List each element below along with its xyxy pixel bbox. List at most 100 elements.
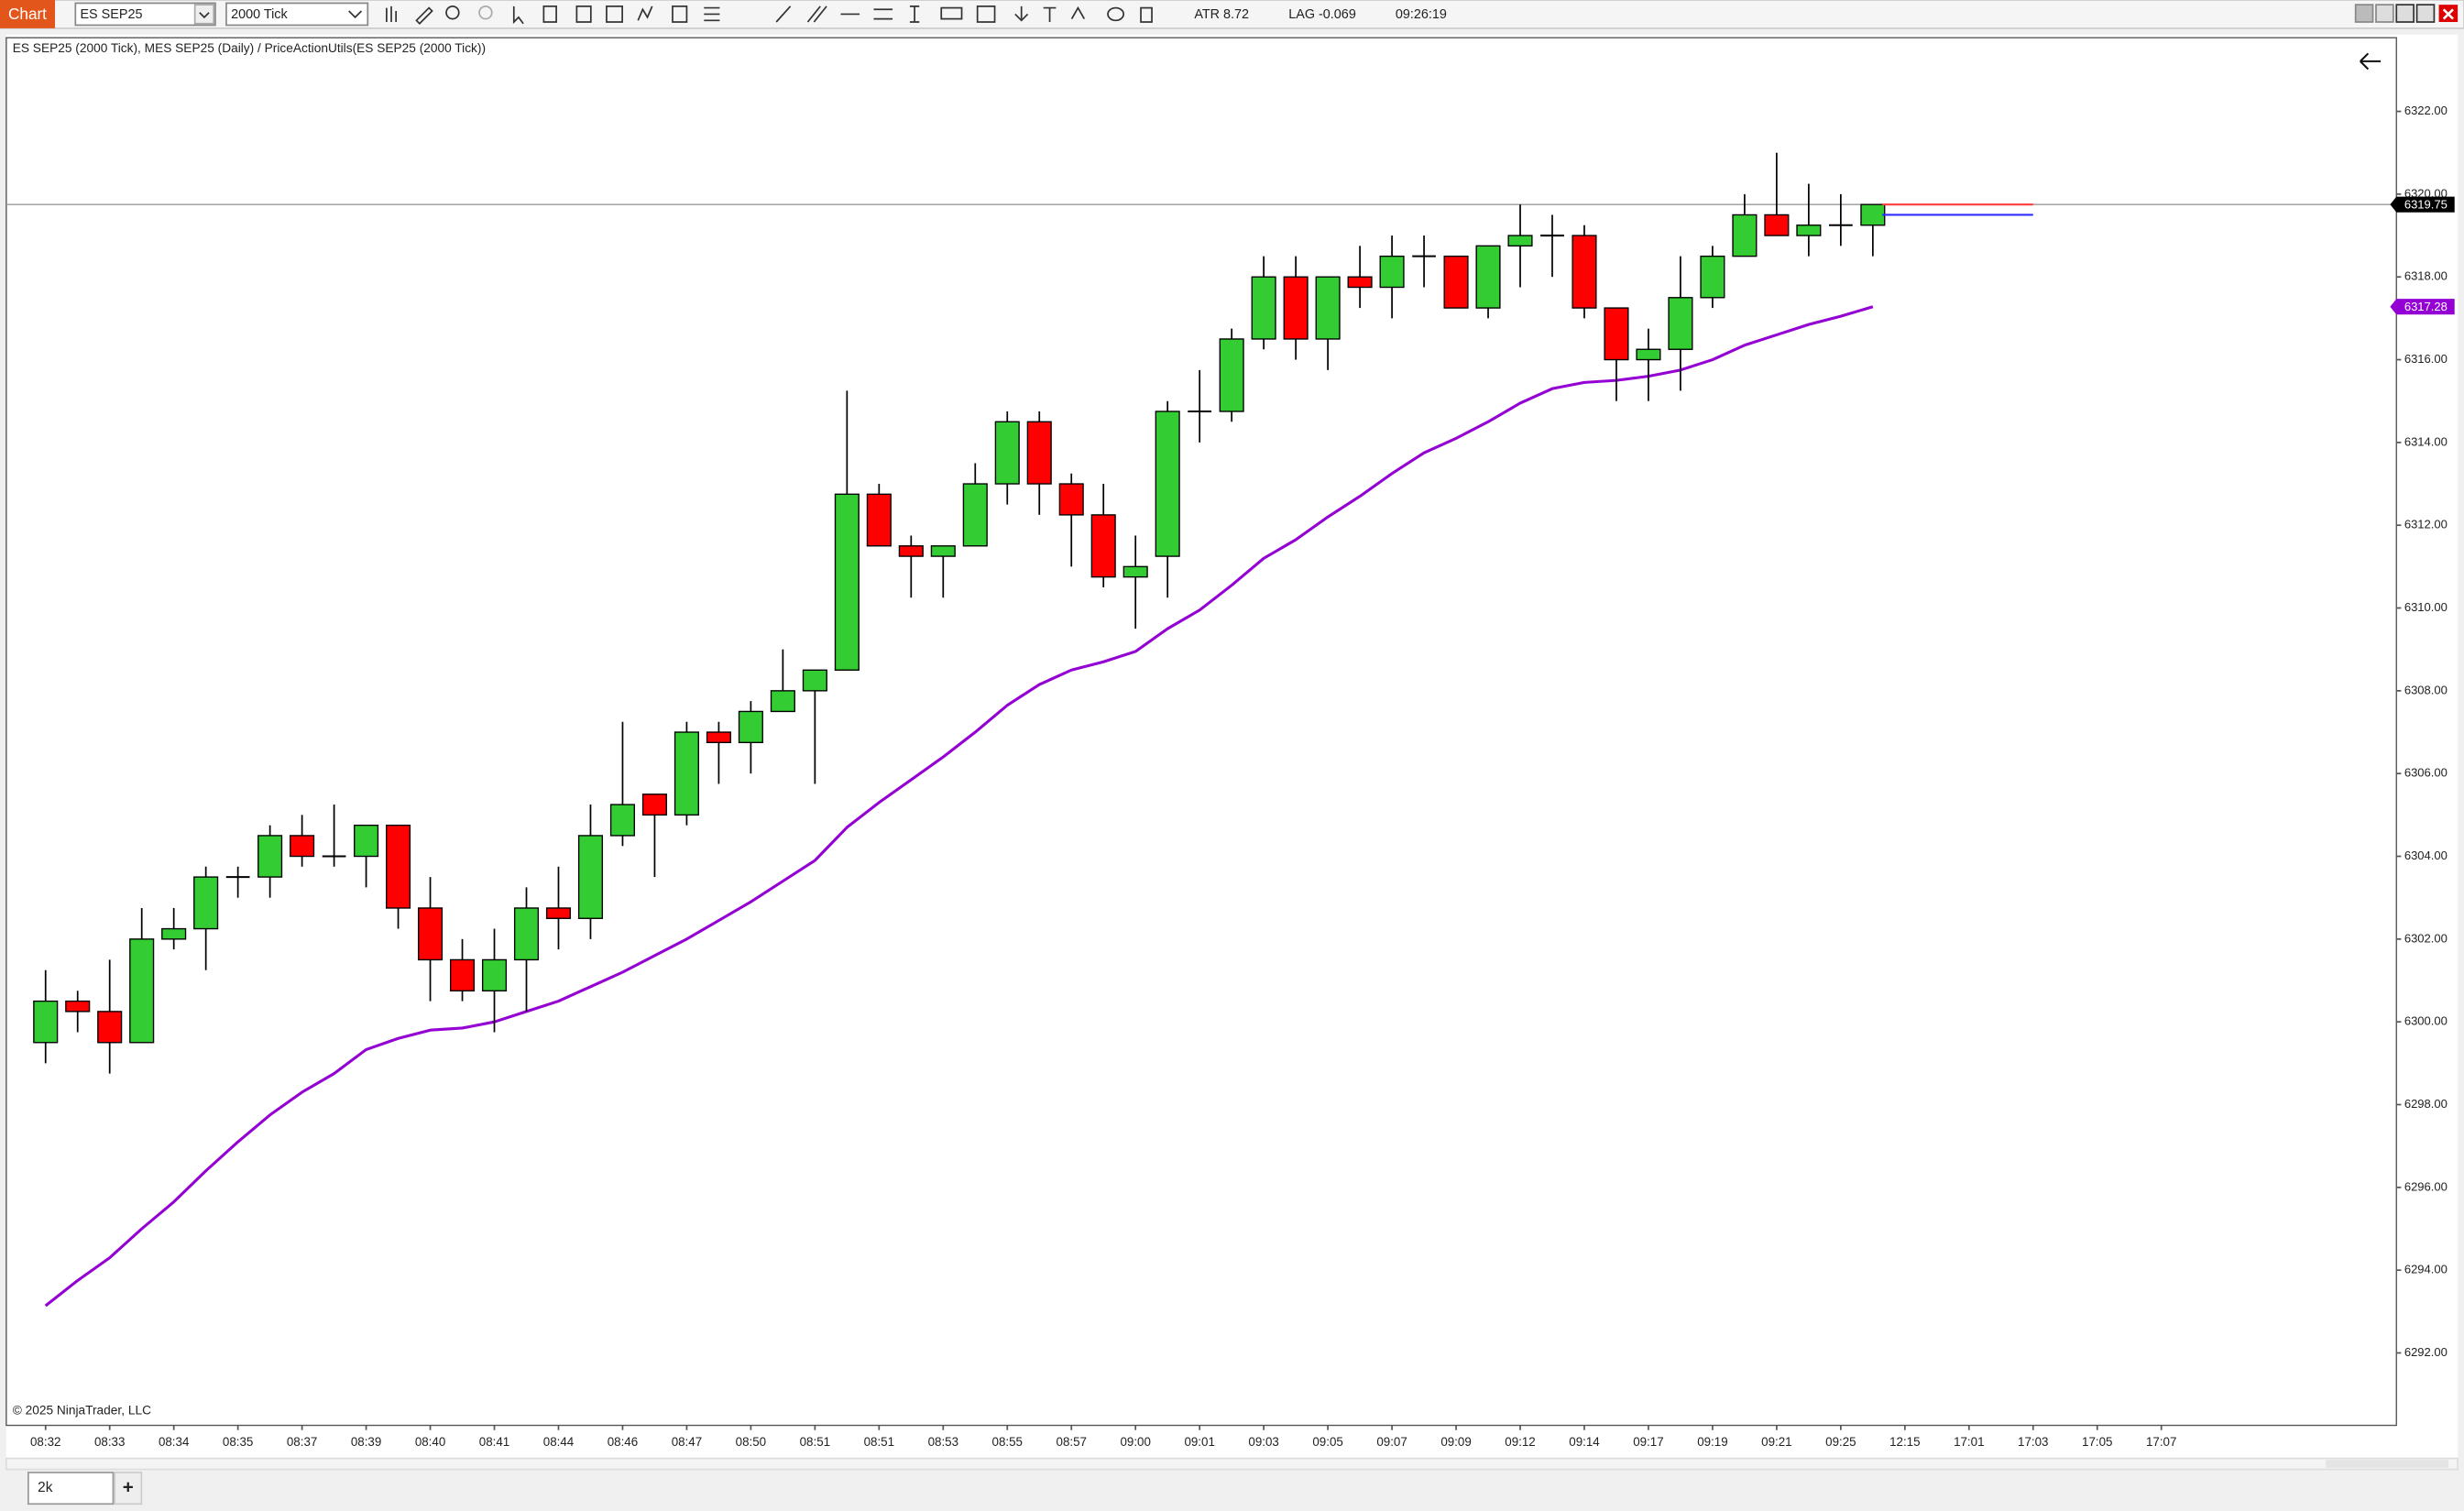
dropdown-arrow[interactable] [193, 4, 215, 25]
text-tool[interactable] [1043, 6, 1057, 23]
interval-select[interactable] [225, 2, 369, 27]
candle-body [1283, 276, 1309, 340]
y-tick-label: 6294.00 [2404, 1263, 2448, 1276]
x-tick-label: 09:07 [1376, 1435, 1407, 1449]
candle-body [738, 710, 763, 744]
x-tick-label: 08:57 [1057, 1435, 1087, 1449]
x-tick-label: 08:35 [223, 1435, 253, 1449]
y-tick-label: 6308.00 [2404, 683, 2448, 696]
candle-body [1315, 276, 1341, 340]
atr-readout: ATR 8.72 [1194, 7, 1249, 22]
window-link[interactable] [2375, 4, 2394, 23]
y-tick-label: 6304.00 [2404, 849, 2448, 862]
arrow-tool[interactable] [1014, 5, 1029, 22]
ruler-tool[interactable] [909, 5, 920, 23]
candle-body [65, 1000, 91, 1013]
scrollbar[interactable] [5, 1457, 2459, 1471]
x-tick-label: 08:46 [608, 1435, 638, 1449]
range-tool[interactable] [873, 8, 893, 20]
candle-body [802, 669, 827, 692]
candle-body [129, 938, 155, 1044]
candle-body [994, 421, 1020, 485]
add-tab-label[interactable]: + [123, 1477, 134, 1498]
tab[interactable] [27, 1472, 115, 1506]
props-icon[interactable] [542, 5, 557, 23]
zoom-out-icon[interactable] [478, 5, 493, 20]
y-tick-label: 6314.00 [2404, 434, 2448, 448]
interval-text[interactable]: 2000 Tick [231, 7, 288, 22]
plot-area [5, 37, 2397, 1427]
app-button-label[interactable]: Chart [8, 5, 47, 23]
toolbar [0, 0, 2464, 29]
candle-body [1668, 297, 1693, 350]
rect-tool[interactable] [976, 5, 996, 23]
candle-body [1475, 245, 1501, 309]
candle-body [1507, 235, 1533, 247]
y-tick-label: 6316.00 [2404, 352, 2448, 366]
candle-body [1636, 348, 1661, 361]
zoom-in-icon[interactable] [445, 5, 460, 20]
window-minimize[interactable] [2395, 4, 2415, 23]
y-tick-label: 6296.00 [2404, 1179, 2448, 1193]
candle-body [866, 493, 892, 547]
pointer-icon[interactable] [512, 5, 524, 25]
indicator-tag-label: 6317.28 [2404, 300, 2448, 313]
back-arrow[interactable] [2360, 52, 2382, 71]
x-tick-label: 09:03 [1248, 1435, 1278, 1449]
window-maximize[interactable] [2415, 4, 2436, 23]
close-icon [2442, 8, 2454, 20]
candle-body [673, 731, 699, 816]
candle-body [1155, 411, 1180, 557]
channel-tool[interactable] [806, 5, 827, 23]
instrument-text[interactable]: ES SEP25 [80, 7, 142, 22]
template-icon[interactable] [575, 5, 592, 23]
x-tick-label: 08:53 [928, 1435, 958, 1449]
x-tick-label: 08:40 [415, 1435, 445, 1449]
instrument-select[interactable] [74, 2, 216, 27]
draw-icon[interactable] [415, 6, 433, 25]
pattern-tool[interactable] [1070, 5, 1086, 20]
window-tile[interactable] [2354, 4, 2374, 23]
app-button[interactable] [0, 0, 56, 28]
list-icon[interactable] [704, 6, 720, 22]
fib-tool[interactable] [940, 6, 963, 20]
x-tick-label: 09:25 [1825, 1435, 1856, 1449]
line-tool[interactable] [775, 5, 792, 23]
candle-body [1700, 255, 1725, 299]
add-tab-button[interactable] [114, 1472, 143, 1506]
visibility-icon[interactable] [1107, 6, 1125, 22]
delete-icon[interactable] [1140, 6, 1153, 23]
candle-body [577, 835, 604, 919]
candle-body [290, 835, 315, 858]
bars-icon[interactable] [386, 5, 398, 23]
last-price-tag [2390, 196, 2455, 213]
lag-readout: LAG -0.069 [1288, 7, 1356, 22]
indicator-line [44, 305, 1874, 1308]
x-tick-label: 08:34 [159, 1435, 190, 1449]
candle-body [898, 545, 924, 557]
x-tick-label: 12:15 [1889, 1435, 1920, 1449]
chart-title: ES SEP25 (2000 Tick), MES SEP25 (Daily) … [13, 41, 486, 55]
y-tick-label: 6302.00 [2404, 931, 2448, 945]
candle-body [834, 493, 860, 671]
dropdown-arrow-icon [199, 12, 210, 19]
candle-body [417, 907, 444, 961]
x-tick-label: 09:21 [1761, 1435, 1791, 1449]
scroll-thumb[interactable] [2326, 1460, 2448, 1468]
toolbar-icons[interactable] [386, 5, 1153, 25]
indicator-icon[interactable] [606, 5, 623, 23]
x-tick-label: 17:03 [2018, 1435, 2048, 1449]
candle-body [545, 907, 572, 919]
tab-label[interactable]: 2k [38, 1480, 53, 1495]
candle-body [1379, 255, 1405, 289]
strategy-icon[interactable] [637, 5, 653, 21]
candle-body [1026, 421, 1052, 485]
candle-body [386, 824, 411, 909]
x-tick-label: 08:41 [479, 1435, 509, 1449]
x-tick-label: 09:01 [1184, 1435, 1214, 1449]
candle-body [33, 1000, 59, 1044]
y-tick-label: 6306.00 [2404, 766, 2448, 780]
calc-icon[interactable] [672, 5, 688, 23]
candle-body [1219, 338, 1244, 412]
